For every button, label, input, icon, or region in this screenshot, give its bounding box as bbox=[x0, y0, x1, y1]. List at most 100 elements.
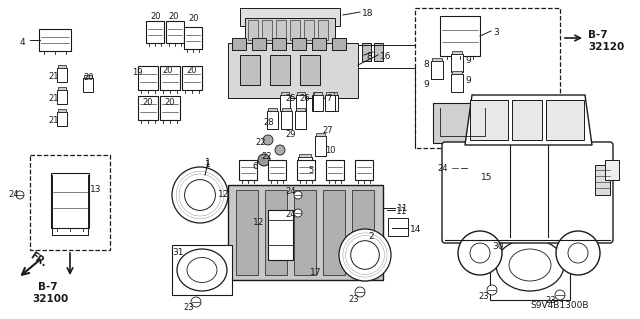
Bar bbox=[58, 87, 66, 90]
Text: 14: 14 bbox=[410, 225, 421, 234]
Bar bbox=[262, 20, 272, 40]
Text: 12: 12 bbox=[218, 190, 229, 199]
Bar bbox=[440, 16, 480, 56]
Bar bbox=[236, 190, 258, 275]
Bar bbox=[490, 240, 570, 300]
Text: 22: 22 bbox=[261, 152, 271, 161]
Text: 18: 18 bbox=[362, 9, 374, 18]
Text: 24: 24 bbox=[8, 190, 19, 199]
Text: 8: 8 bbox=[423, 60, 429, 69]
Bar bbox=[326, 92, 334, 95]
Text: 32100: 32100 bbox=[32, 294, 68, 304]
Bar bbox=[298, 157, 312, 175]
Circle shape bbox=[172, 167, 228, 223]
Bar bbox=[276, 20, 286, 40]
Bar bbox=[294, 111, 305, 129]
Text: 7: 7 bbox=[326, 94, 332, 103]
Bar bbox=[431, 61, 443, 79]
Bar bbox=[182, 66, 202, 90]
Bar bbox=[300, 55, 320, 85]
Bar bbox=[57, 90, 67, 104]
Bar bbox=[239, 160, 257, 180]
Text: 2: 2 bbox=[368, 232, 374, 241]
Text: 21: 21 bbox=[48, 72, 58, 81]
Text: 27: 27 bbox=[322, 126, 333, 135]
Bar bbox=[595, 165, 610, 195]
Bar bbox=[282, 108, 291, 111]
Text: 20: 20 bbox=[186, 66, 196, 75]
Text: 6: 6 bbox=[252, 162, 257, 171]
Bar bbox=[467, 153, 479, 208]
Bar bbox=[352, 190, 374, 275]
Text: 24: 24 bbox=[285, 210, 296, 219]
Bar bbox=[452, 51, 462, 54]
Ellipse shape bbox=[187, 257, 217, 283]
Text: 10: 10 bbox=[325, 146, 335, 155]
Bar bbox=[323, 190, 345, 275]
Bar bbox=[270, 55, 290, 85]
Bar bbox=[605, 160, 619, 180]
Bar bbox=[146, 21, 164, 43]
Circle shape bbox=[258, 154, 270, 166]
Bar bbox=[470, 100, 508, 140]
Circle shape bbox=[568, 243, 588, 263]
Bar bbox=[252, 38, 266, 50]
Text: 22: 22 bbox=[255, 138, 266, 147]
Text: 9: 9 bbox=[465, 76, 471, 85]
Text: 21: 21 bbox=[48, 116, 58, 125]
Bar bbox=[266, 111, 278, 129]
Text: B-7: B-7 bbox=[38, 282, 58, 292]
Bar bbox=[299, 154, 311, 157]
Text: 4: 4 bbox=[20, 38, 26, 47]
Bar bbox=[318, 20, 328, 40]
Bar bbox=[415, 8, 560, 148]
Text: 29: 29 bbox=[285, 130, 296, 139]
Circle shape bbox=[263, 135, 273, 145]
Bar bbox=[240, 55, 260, 85]
Circle shape bbox=[16, 191, 24, 199]
Bar bbox=[58, 109, 66, 112]
Text: 5: 5 bbox=[308, 166, 313, 175]
Bar bbox=[280, 111, 291, 129]
Circle shape bbox=[451, 164, 459, 172]
Text: 11: 11 bbox=[396, 207, 408, 216]
Text: 17: 17 bbox=[310, 268, 321, 277]
Ellipse shape bbox=[496, 239, 564, 291]
Text: 23: 23 bbox=[183, 303, 194, 312]
Bar bbox=[240, 8, 340, 26]
Text: 20: 20 bbox=[142, 98, 152, 107]
Circle shape bbox=[487, 285, 497, 295]
Circle shape bbox=[458, 231, 502, 275]
Polygon shape bbox=[465, 95, 592, 145]
Bar bbox=[245, 18, 335, 43]
Text: 20: 20 bbox=[150, 12, 161, 21]
Text: 9: 9 bbox=[423, 80, 429, 89]
Bar bbox=[451, 54, 463, 72]
Text: 23: 23 bbox=[478, 292, 488, 301]
Text: 1: 1 bbox=[205, 158, 211, 167]
Bar bbox=[374, 43, 383, 61]
Text: 26: 26 bbox=[299, 94, 310, 103]
Text: 20: 20 bbox=[83, 73, 93, 82]
Text: 24: 24 bbox=[437, 164, 447, 173]
Bar bbox=[313, 92, 321, 95]
Bar bbox=[39, 29, 71, 51]
Bar bbox=[452, 71, 462, 74]
Bar bbox=[316, 133, 324, 136]
Text: 32120: 32120 bbox=[588, 42, 624, 52]
Ellipse shape bbox=[177, 249, 227, 291]
Circle shape bbox=[275, 145, 285, 155]
Text: 20: 20 bbox=[164, 98, 175, 107]
Text: 23: 23 bbox=[348, 295, 358, 304]
Text: 25: 25 bbox=[285, 94, 296, 103]
Bar bbox=[355, 160, 373, 180]
Bar bbox=[314, 92, 322, 95]
Text: S9V4B1300B: S9V4B1300B bbox=[530, 301, 589, 310]
Bar bbox=[172, 245, 232, 295]
Bar bbox=[312, 95, 322, 111]
Text: 30: 30 bbox=[492, 242, 504, 251]
Text: 12: 12 bbox=[253, 218, 264, 227]
Text: 23: 23 bbox=[545, 296, 556, 305]
Bar bbox=[546, 100, 584, 140]
Circle shape bbox=[339, 229, 391, 281]
